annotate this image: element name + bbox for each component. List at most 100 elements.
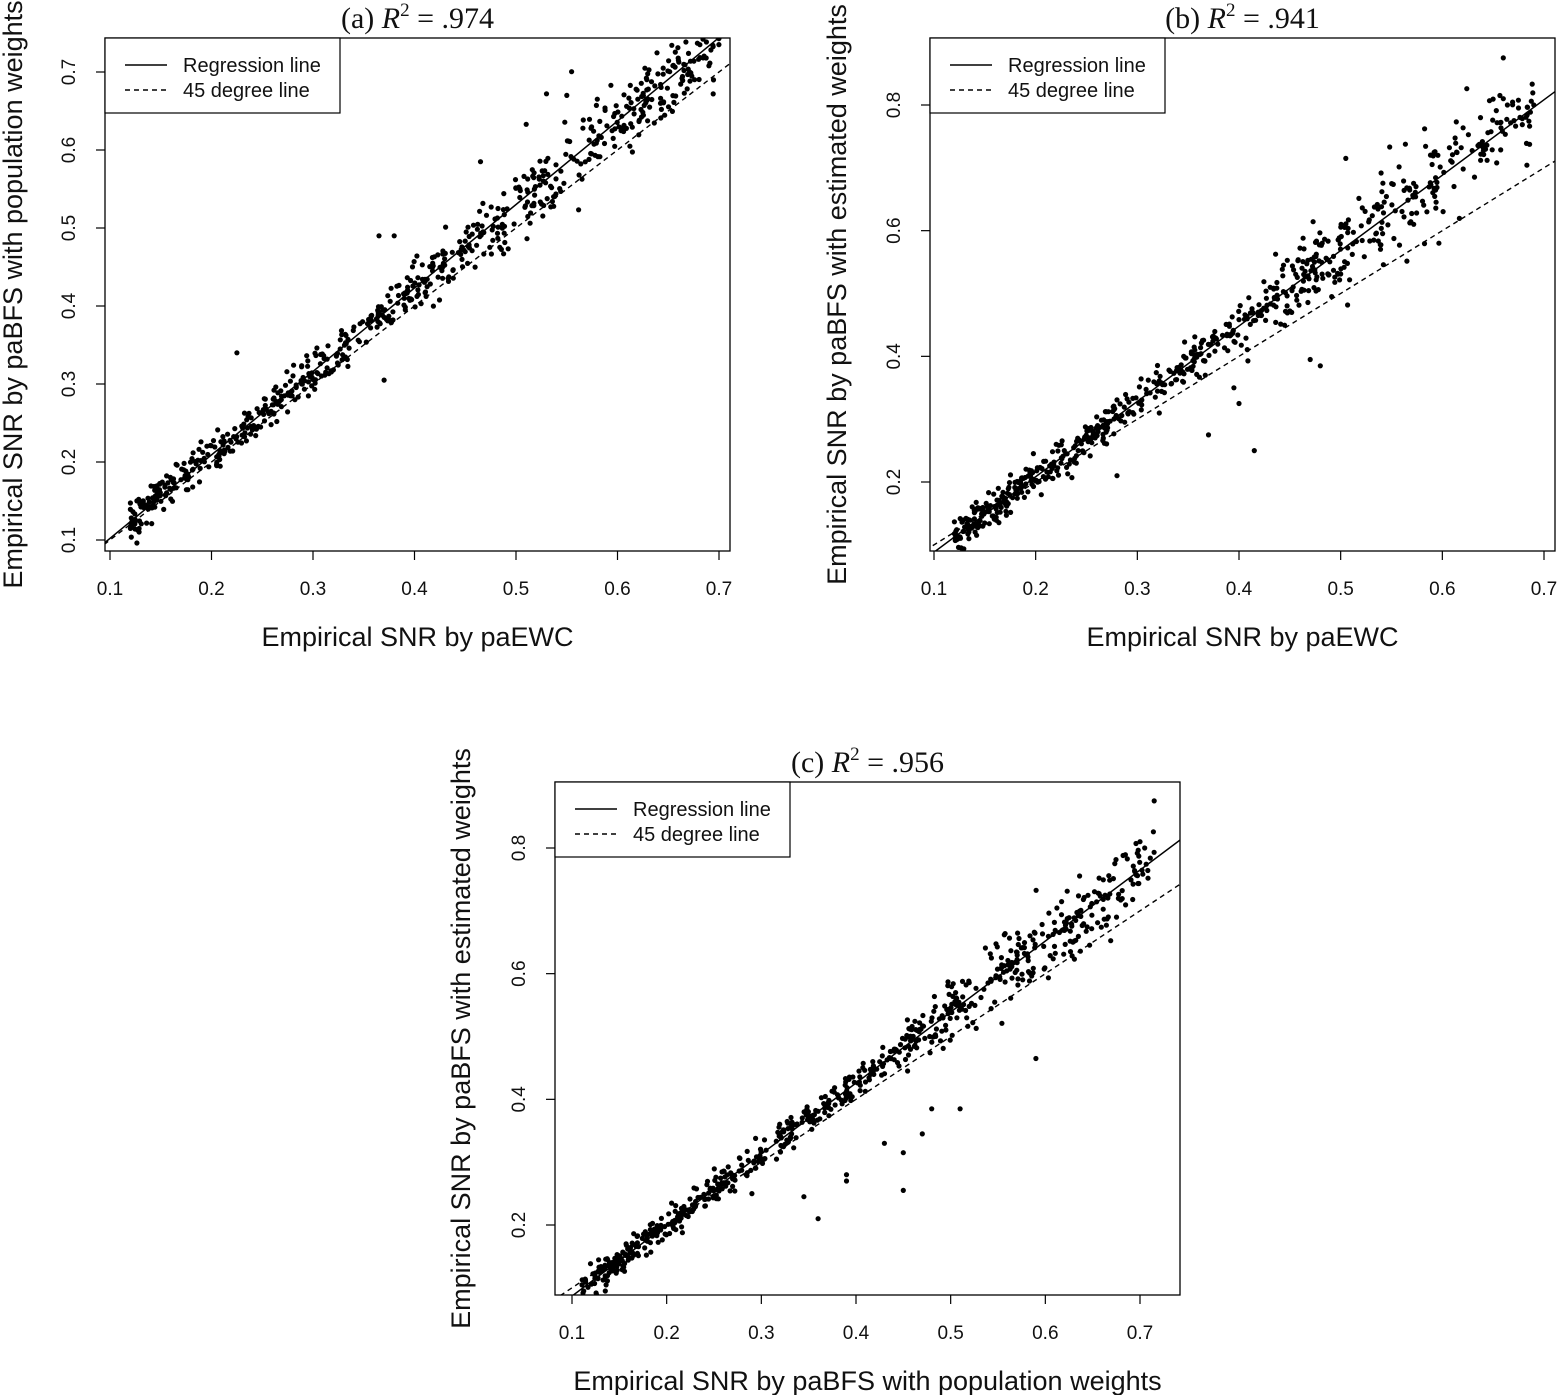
data-point xyxy=(1100,896,1106,903)
data-point xyxy=(1300,259,1306,265)
data-point xyxy=(501,251,507,257)
data-point xyxy=(651,120,657,126)
data-point xyxy=(998,955,1005,961)
data-point xyxy=(975,520,982,526)
data-point xyxy=(1157,373,1163,379)
data-point xyxy=(761,1137,768,1143)
data-point xyxy=(1004,499,1010,505)
data-point xyxy=(596,1264,602,1270)
data-point xyxy=(832,1102,838,1108)
data-point xyxy=(658,115,664,121)
data-point xyxy=(1359,205,1365,211)
legend: Regression line 45 degree line xyxy=(104,37,341,114)
data-point xyxy=(673,1203,679,1209)
data-point xyxy=(1232,339,1238,345)
data-point xyxy=(965,531,971,537)
data-point xyxy=(631,111,637,117)
data-point xyxy=(262,396,268,402)
data-point xyxy=(1401,178,1407,184)
data-point xyxy=(450,275,456,281)
data-point xyxy=(1015,486,1021,492)
data-point xyxy=(710,77,717,83)
data-point xyxy=(130,509,136,515)
data-point xyxy=(187,459,194,465)
data-point xyxy=(1510,102,1516,108)
data-point xyxy=(477,208,483,214)
data-point xyxy=(192,459,198,465)
data-point xyxy=(1014,495,1020,501)
data-point xyxy=(158,498,164,504)
data-point xyxy=(475,221,481,227)
data-point xyxy=(997,509,1003,515)
data-point xyxy=(487,244,493,250)
data-point xyxy=(1058,460,1064,466)
data-point xyxy=(1433,175,1439,181)
data-point xyxy=(1361,254,1367,260)
data-point xyxy=(579,1296,584,1301)
data-point xyxy=(1103,922,1109,928)
data-point xyxy=(866,1075,872,1081)
data-point xyxy=(481,229,487,236)
data-point xyxy=(594,1292,600,1295)
data-point xyxy=(174,462,180,468)
data-point xyxy=(929,1106,935,1112)
data-point xyxy=(1399,208,1405,215)
data-point xyxy=(1102,409,1108,415)
data-point xyxy=(825,1100,831,1106)
data-point xyxy=(499,225,505,231)
data-point xyxy=(1136,853,1142,859)
data-point xyxy=(379,312,385,318)
data-point xyxy=(661,99,667,105)
data-point xyxy=(643,1252,650,1258)
data-point xyxy=(927,1050,933,1056)
data-point xyxy=(218,439,224,445)
data-point xyxy=(581,1297,586,1302)
data-point xyxy=(627,143,633,149)
data-point xyxy=(621,122,627,128)
data-point xyxy=(495,205,501,212)
data-point xyxy=(1087,904,1093,910)
data-point xyxy=(1000,489,1006,495)
data-point xyxy=(973,1025,979,1031)
data-point xyxy=(947,1015,953,1022)
data-point xyxy=(440,260,446,266)
data-point xyxy=(254,406,260,412)
data-point xyxy=(744,1148,750,1154)
x-tick-label: 0.1 xyxy=(559,1323,585,1344)
data-point xyxy=(1008,995,1014,1001)
data-point xyxy=(1421,202,1427,208)
data-point xyxy=(408,277,414,284)
data-point xyxy=(278,397,284,403)
data-point xyxy=(1367,238,1373,244)
data-point xyxy=(1077,438,1083,444)
data-point xyxy=(1113,412,1119,419)
data-point xyxy=(590,1271,596,1277)
data-point xyxy=(660,71,666,77)
data-point xyxy=(1350,229,1356,235)
data-point xyxy=(973,499,979,505)
data-point xyxy=(1100,435,1106,441)
data-point xyxy=(634,1240,641,1246)
data-point xyxy=(1261,279,1267,285)
data-point xyxy=(1453,140,1459,146)
data-point xyxy=(431,254,437,260)
data-point xyxy=(337,346,343,352)
data-point xyxy=(793,1122,799,1128)
data-point xyxy=(597,118,603,124)
data-point xyxy=(171,480,177,486)
data-point xyxy=(1156,410,1162,416)
data-point xyxy=(1014,967,1020,973)
chart-title: (c) R2 = .956 xyxy=(791,744,944,779)
data-point xyxy=(1347,277,1353,283)
data-point xyxy=(1392,208,1398,214)
data-point xyxy=(1236,308,1242,314)
data-point xyxy=(429,268,436,274)
data-point xyxy=(1215,341,1221,347)
data-point xyxy=(1013,959,1019,965)
data-point xyxy=(730,1183,736,1189)
data-point xyxy=(1075,933,1081,940)
data-point xyxy=(776,1124,782,1130)
data-point xyxy=(238,440,245,446)
data-point xyxy=(692,77,698,83)
data-point xyxy=(436,297,443,303)
